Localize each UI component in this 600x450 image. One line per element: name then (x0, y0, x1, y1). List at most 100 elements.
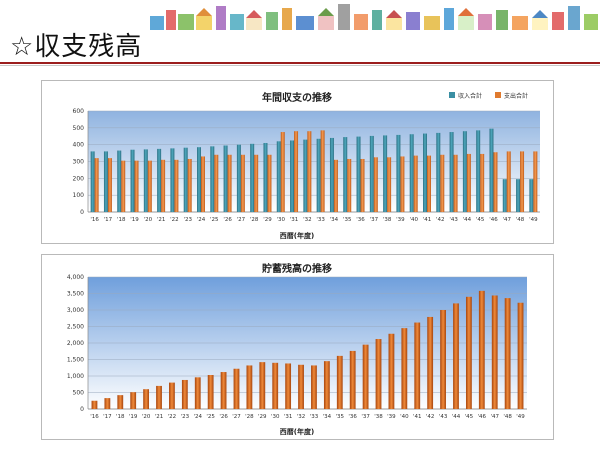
legend-swatch-expense (495, 92, 501, 98)
bar-income (250, 143, 255, 212)
bar-income (90, 151, 95, 212)
x-tick-label: '42 (426, 414, 435, 420)
x-tick-label: '49 (529, 217, 538, 223)
x-tick-label: '45 (465, 414, 474, 420)
bar-savings (453, 303, 459, 409)
bar-expense (320, 130, 325, 212)
y-tick-label: 1,000 (67, 373, 84, 380)
x-tick-label: '21 (155, 414, 164, 420)
bar-savings (349, 350, 356, 409)
bar-income (436, 132, 441, 212)
savings-chart: 05001,0001,5002,0002,5003,0003,5004,000 … (67, 262, 527, 436)
bar-income (236, 144, 241, 212)
town-banner (150, 2, 600, 30)
bar-expense (147, 160, 152, 212)
chart-title: 貯蓄残高の推移 (262, 262, 332, 275)
bar-savings (427, 316, 434, 409)
x-tick-label: '33 (310, 414, 319, 420)
x-tick-label: '36 (348, 414, 357, 420)
bar-expense (187, 158, 192, 212)
y-tick-label: 500 (73, 125, 85, 132)
bar-savings (259, 362, 266, 409)
bar-savings (207, 375, 214, 409)
bar-expense (373, 157, 378, 212)
bar-income (223, 145, 228, 212)
bar-income (263, 142, 268, 212)
bar-savings (156, 385, 162, 409)
bar-expense (453, 154, 458, 212)
bar-income (329, 137, 334, 212)
income-expense-chart: 0 100 200 300 400 500 600 '16 '17 '18 '19 '20 '21 '2… (73, 91, 540, 240)
x-tick-label: '38 (374, 414, 383, 420)
bar-expense (94, 158, 99, 212)
bar-income (356, 136, 361, 212)
x-tick-label: '46 (478, 414, 487, 420)
y-tick-label: 400 (73, 142, 85, 149)
bar-income (409, 134, 414, 212)
bar-expense (201, 156, 205, 212)
x-tick-label: '35 (336, 414, 345, 420)
x-tick-label: '41 (413, 414, 422, 420)
bar-income (449, 132, 454, 212)
bar-income (423, 133, 427, 212)
bar-savings (104, 398, 111, 409)
bar-income (476, 130, 481, 212)
bar-expense (466, 153, 471, 212)
y-tick-label: 2,000 (67, 340, 84, 347)
bar-expense (440, 154, 445, 212)
bar-savings (143, 389, 150, 409)
bar-income (276, 141, 281, 212)
x-tick-label: '40 (400, 414, 409, 420)
bar-income (316, 138, 321, 212)
x-tick-label: '44 (463, 217, 472, 223)
x-tick-label: '22 (170, 217, 179, 223)
x-tick-label: '40 (409, 217, 418, 223)
bar-income (343, 137, 348, 212)
x-tick-label: '27 (237, 217, 246, 223)
bar-income (130, 149, 135, 212)
x-tick-label: '32 (297, 414, 306, 420)
x-tick-label: '41 (423, 217, 432, 223)
bar-savings (169, 382, 175, 409)
bar-income (529, 179, 534, 212)
y-tick-label: 100 (73, 192, 85, 199)
x-tick-label: '43 (449, 217, 458, 223)
x-tick-label: '16 (90, 217, 99, 223)
x-tick-label: '39 (387, 414, 396, 420)
x-tick-label: '36 (356, 217, 365, 223)
bar-expense (214, 154, 219, 212)
bar-income (117, 150, 122, 212)
chart-legend: 収入合計 支出合計 (449, 92, 528, 100)
x-tick-label: '31 (290, 217, 299, 223)
y-tick-label: 200 (73, 175, 85, 182)
bar-income (489, 128, 494, 212)
bar-savings (336, 355, 343, 409)
x-tick-label: '42 (436, 217, 445, 223)
bar-savings (465, 296, 472, 409)
x-tick-label: '28 (250, 217, 259, 223)
x-tick-label: '25 (206, 414, 215, 420)
y-tick-label: 3,000 (67, 307, 84, 314)
bar-savings (414, 322, 421, 409)
savings-chart-panel: 0 500 1,000 1,500 2,000 2,500 3,000 3,500 4,000 … (41, 254, 554, 440)
bar-income (516, 179, 521, 212)
bar-savings (194, 377, 201, 409)
x-tick-label: '48 (503, 414, 512, 420)
x-axis-label: 西暦(年度) (280, 427, 314, 436)
x-tick-label: '45 (476, 217, 485, 223)
y-tick-label: 300 (73, 159, 85, 166)
x-tick-label: '21 (157, 217, 166, 223)
chart-title: 年間収支の推移 (262, 91, 332, 104)
x-tick-label: '16 (90, 414, 99, 420)
bar-savings (285, 363, 292, 409)
bar-savings (220, 372, 227, 409)
bar-expense (227, 154, 232, 212)
x-tick-label: '47 (490, 414, 499, 420)
bar-expense (413, 155, 418, 212)
x-tick-label: '22 (168, 414, 177, 420)
x-tick-label: '47 (503, 217, 512, 223)
x-tick-label: '31 (284, 414, 293, 420)
x-tick-label: '33 (316, 217, 325, 223)
bar-income (157, 148, 162, 212)
bar-income (210, 146, 215, 212)
